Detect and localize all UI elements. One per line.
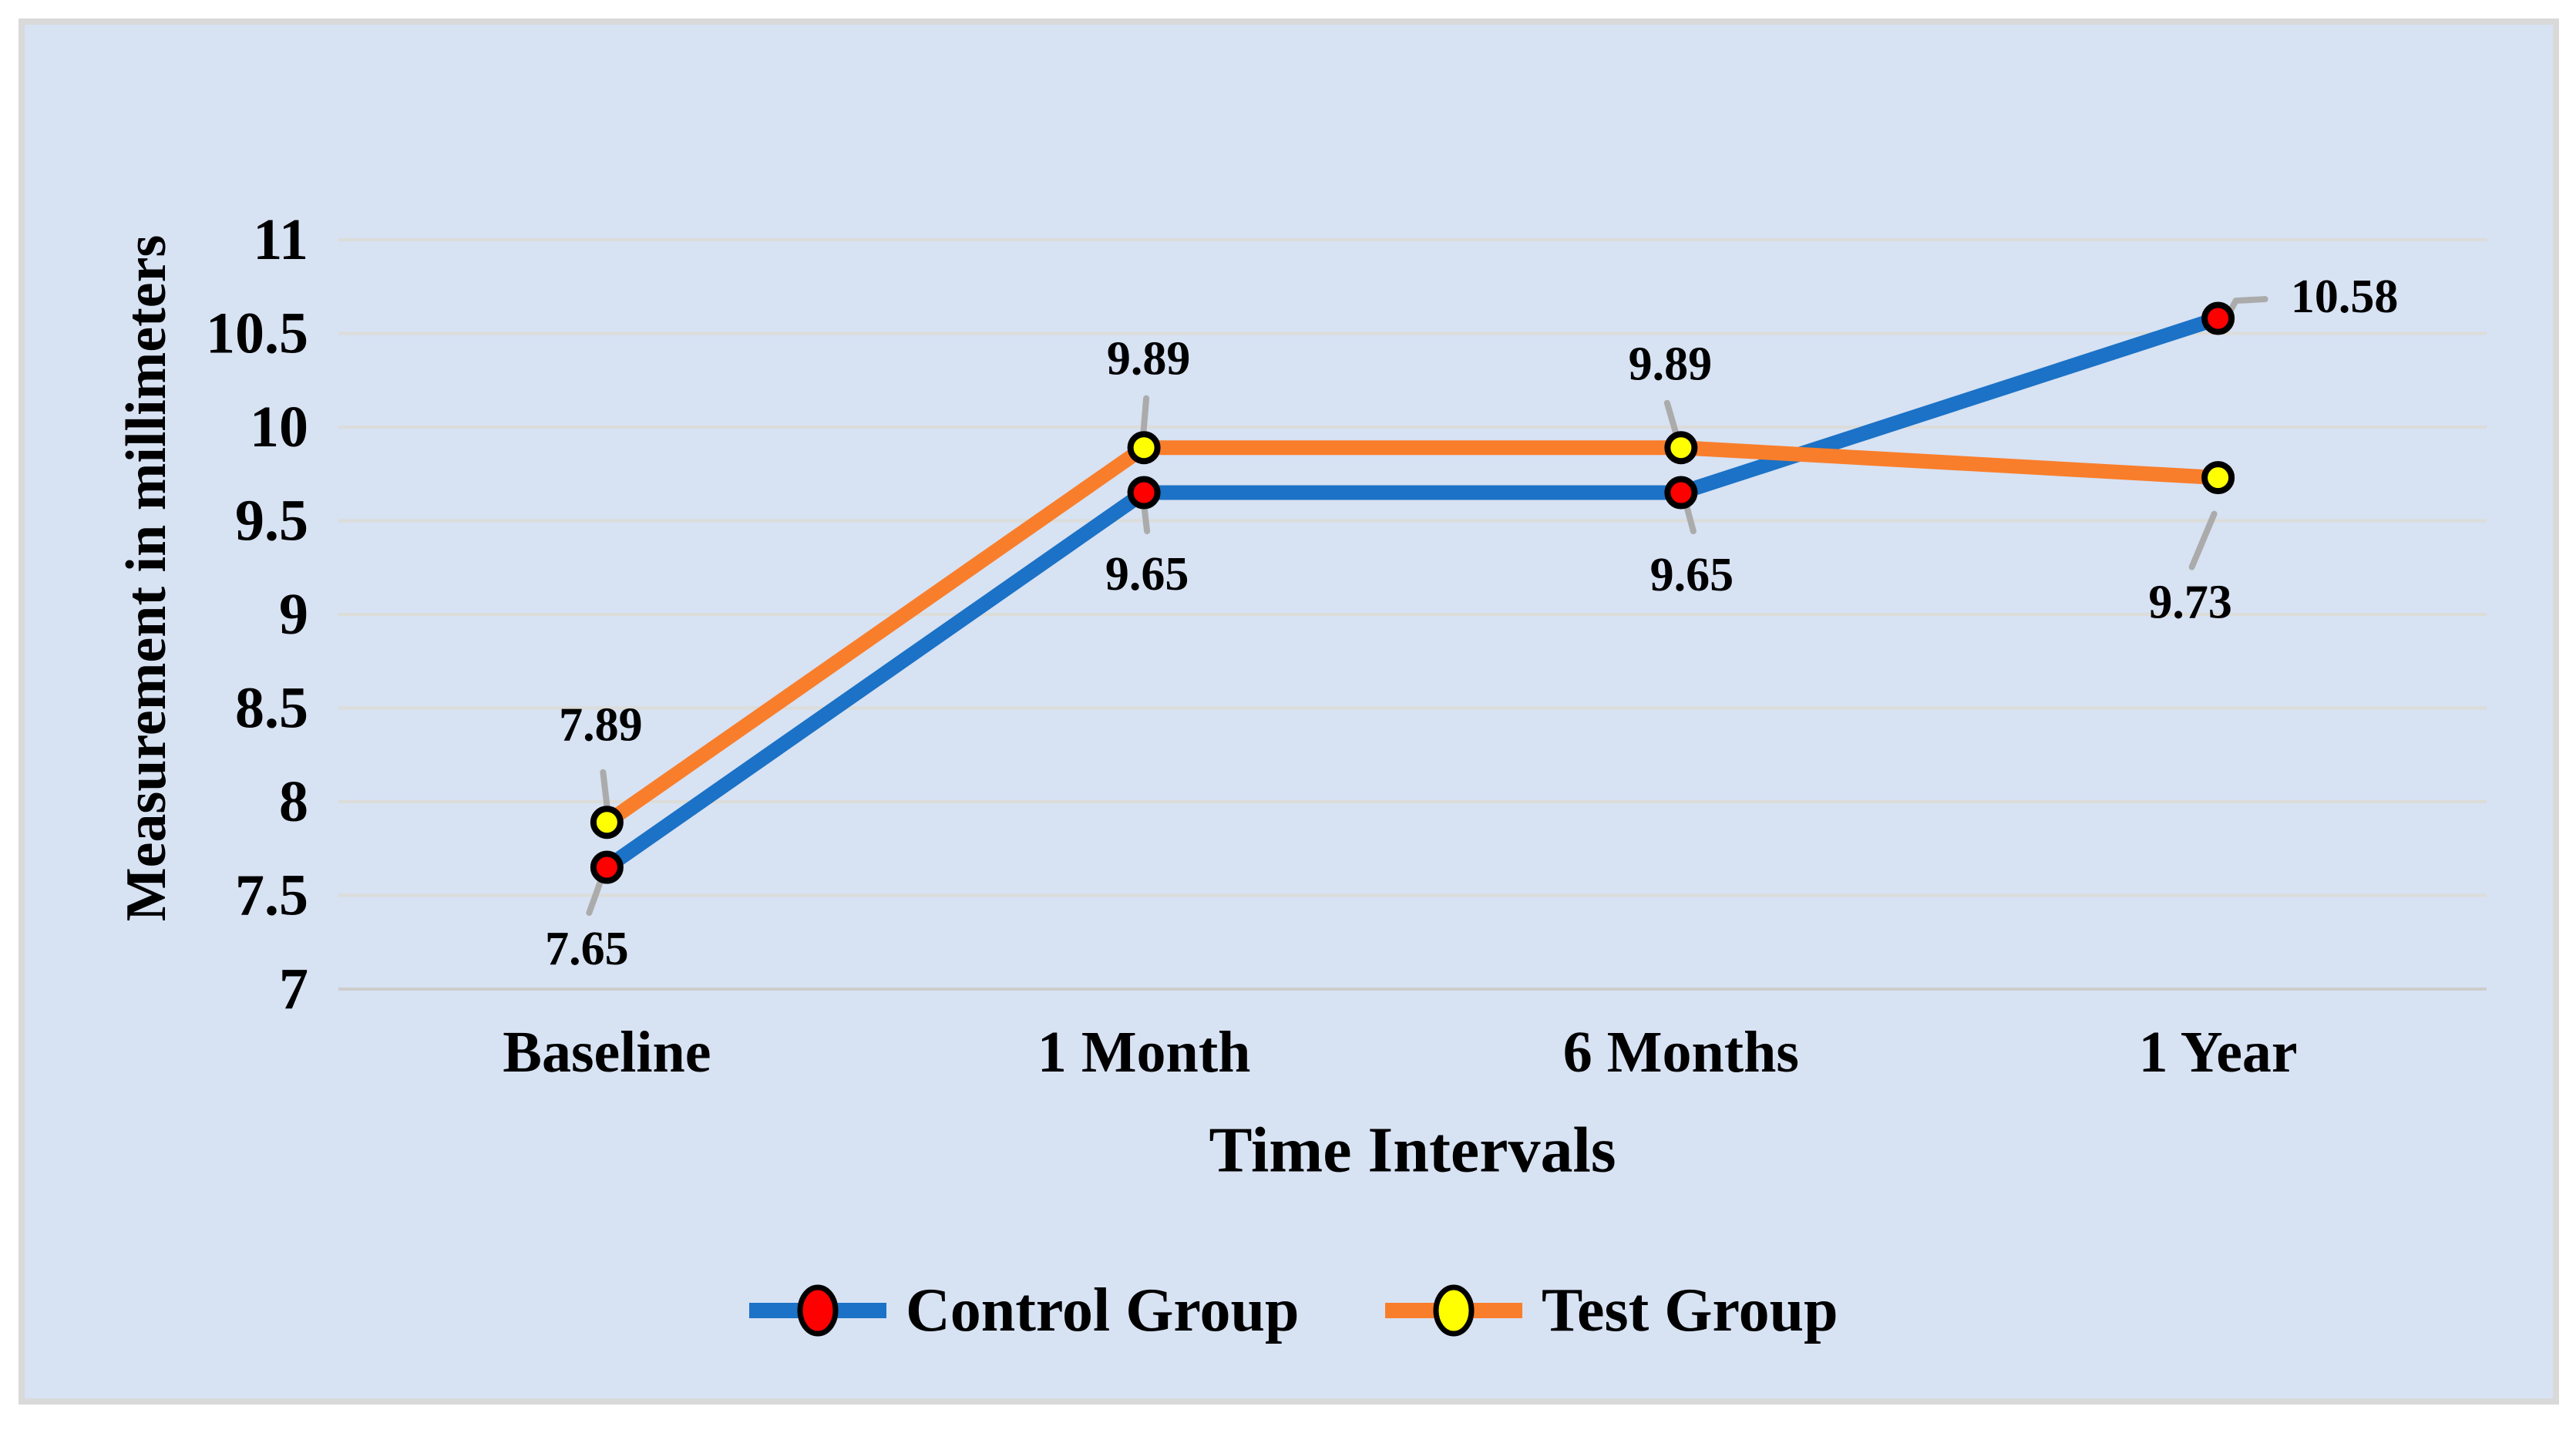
- series-line-test-group: [599, 440, 2226, 830]
- legend-label: Test Group: [1542, 1277, 1838, 1344]
- legend-item-control-group: Control Group: [749, 1277, 1299, 1344]
- y-axis-title: Measurement in millimeters: [115, 235, 178, 922]
- data-label: 7.65: [545, 923, 629, 975]
- y-tick-label: 10: [250, 395, 308, 459]
- y-tick-label: 11: [253, 207, 308, 272]
- data-label: 9.73: [2148, 577, 2232, 629]
- marker-control-group: [1664, 476, 1698, 510]
- y-tick-label: 8: [279, 769, 308, 834]
- data-label: 9.65: [1650, 549, 1734, 601]
- data-label: 9.65: [1105, 548, 1189, 601]
- data-label-leader-line: [2188, 510, 2218, 570]
- marker-control-group: [590, 850, 624, 884]
- marker-test-group: [1664, 431, 1698, 465]
- marker-test-group: [2201, 461, 2235, 495]
- series-line-control-group: [599, 311, 2226, 875]
- y-tick-label: 9.5: [235, 489, 308, 553]
- y-tick-label: 8.5: [235, 676, 308, 741]
- legend-marker: [1433, 1284, 1475, 1337]
- y-tick-label: 7.5: [235, 863, 308, 928]
- data-label: 9.89: [1629, 338, 1713, 391]
- legend-item-test-group: Test Group: [1385, 1277, 1838, 1344]
- y-tick-label: 7: [279, 957, 308, 1021]
- legend-marker: [797, 1284, 839, 1337]
- x-category-label: 6 Months: [1563, 1020, 1799, 1085]
- x-category-label: 1 Month: [1037, 1020, 1251, 1085]
- chart-panel: [18, 19, 2559, 1405]
- x-axis-title: Time Intervals: [1209, 1115, 1616, 1186]
- y-tick-label: 9: [279, 582, 308, 647]
- x-category-label: Baseline: [503, 1020, 711, 1085]
- legend: Control Group Test Group: [749, 1277, 1838, 1344]
- marker-control-group: [1127, 476, 1161, 510]
- data-label: 9.89: [1107, 333, 1191, 385]
- y-tick-label: 10.5: [206, 301, 308, 366]
- x-category-label: 1 Year: [2139, 1020, 2298, 1085]
- legend-label: Control Group: [906, 1277, 1299, 1344]
- data-label: 10.58: [2291, 271, 2399, 323]
- marker-test-group: [1127, 431, 1161, 465]
- marker-control-group: [2201, 301, 2235, 335]
- marker-test-group: [590, 806, 624, 839]
- data-label: 7.89: [559, 699, 643, 752]
